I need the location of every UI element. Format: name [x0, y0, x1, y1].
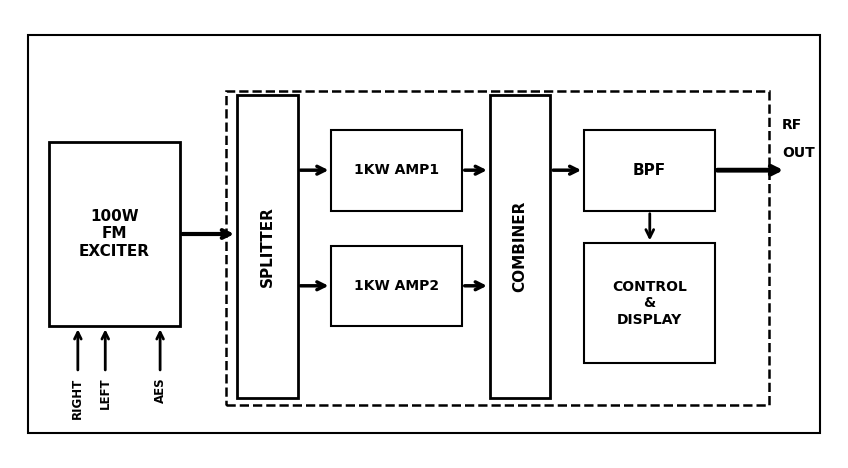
Text: COMBINER: COMBINER [512, 201, 527, 292]
Bar [489, 95, 550, 398]
Bar [49, 141, 180, 327]
Bar [332, 246, 462, 327]
Text: SPLITTER: SPLITTER [259, 206, 275, 287]
Text: CONTROL
&
DISPLAY: CONTROL & DISPLAY [612, 280, 687, 327]
Text: LEFT: LEFT [98, 377, 112, 409]
Bar [237, 95, 298, 398]
Text: RF: RF [782, 118, 802, 132]
Bar [332, 130, 462, 211]
Text: OUT: OUT [782, 146, 815, 160]
Text: RIGHT: RIGHT [71, 377, 84, 418]
Text: 100W
FM
EXCITER: 100W FM EXCITER [79, 209, 150, 259]
Text: 1KW AMP1: 1KW AMP1 [354, 163, 439, 177]
Bar [584, 243, 715, 364]
Text: AES: AES [153, 377, 166, 403]
Bar [584, 130, 715, 211]
Text: 1KW AMP2: 1KW AMP2 [354, 279, 439, 293]
Text: BPF: BPF [633, 163, 666, 178]
Bar [28, 35, 820, 433]
Bar [226, 91, 769, 405]
